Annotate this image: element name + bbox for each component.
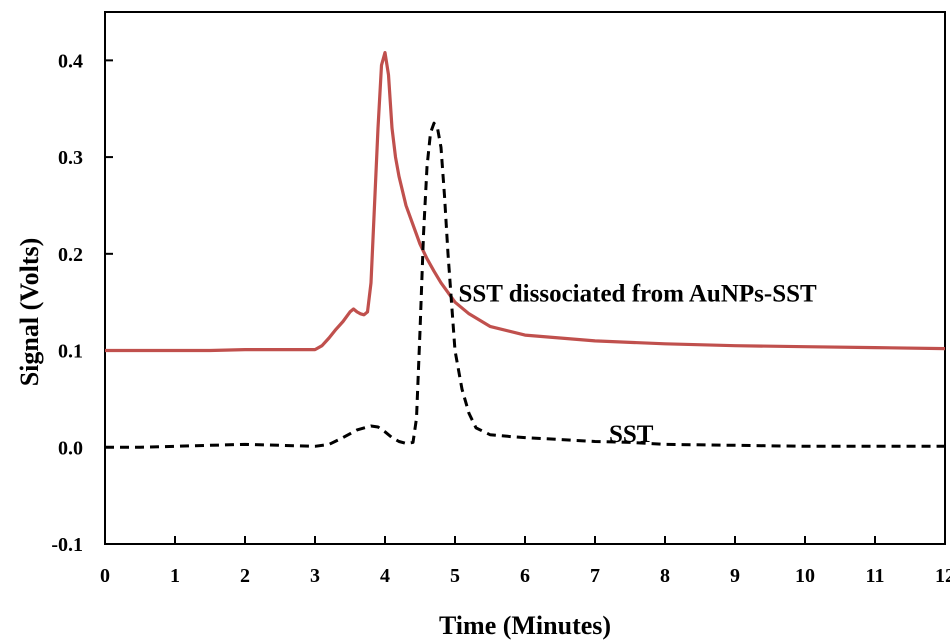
series-dissociated-line [105, 50, 946, 353]
x-tick-label: 6 [520, 565, 530, 587]
x-tick-label: 10 [795, 565, 815, 587]
y-tick-label: 0.0 [58, 437, 83, 459]
y-tick-label: 0.3 [58, 147, 83, 169]
plot-frame [104, 11, 946, 545]
x-tick-label: 8 [660, 565, 670, 587]
y-axis-title: Signal (Volts) [15, 238, 44, 387]
annotations: SST dissociated from AuNPs-SST SST [459, 281, 818, 448]
y-tick-label: 0.1 [58, 341, 83, 363]
series-layer [105, 50, 946, 449]
x-tick-label: 7 [590, 565, 600, 587]
x-tick-label: 11 [866, 565, 885, 587]
y-tick-label: 0.4 [58, 50, 83, 72]
x-tick-label: 5 [450, 565, 460, 587]
annotation-label: SST [609, 421, 654, 448]
y-tick-label: 0.2 [58, 244, 83, 266]
y-tick-label: -0.1 [51, 534, 83, 556]
x-tick-label: 1 [170, 565, 180, 587]
annotation-label: SST dissociated from AuNPs-SST [459, 281, 818, 308]
x-axis-title: Time (Minutes) [439, 611, 611, 640]
x-tick-label: 9 [730, 565, 740, 587]
x-tick-label: 4 [380, 565, 390, 587]
x-ticks: 0 1 2 3 4 5 6 7 8 9 10 11 12 [100, 536, 950, 587]
x-tick-label: 2 [240, 565, 250, 587]
x-tick-label: 12 [935, 565, 950, 587]
x-tick-label: 3 [310, 565, 320, 587]
x-tick-label: 0 [100, 565, 110, 587]
y-ticks: -0.1 0.0 0.1 0.2 0.3 0.4 [51, 50, 113, 556]
